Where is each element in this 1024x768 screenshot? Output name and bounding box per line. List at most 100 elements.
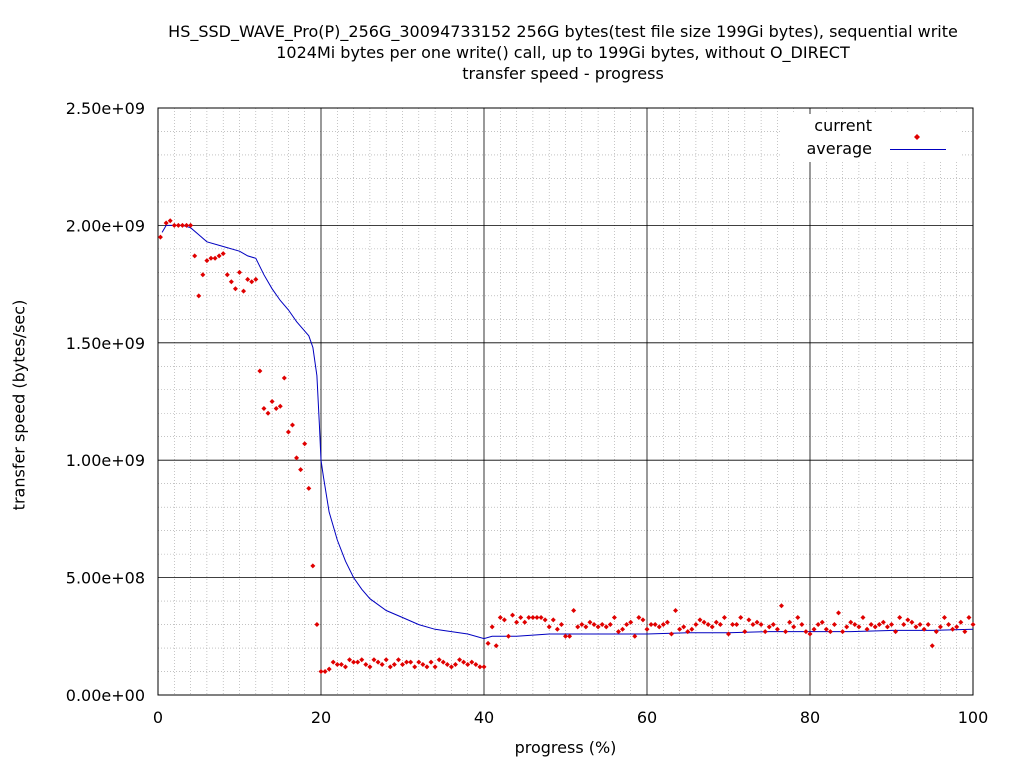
data-point-current: [917, 622, 923, 628]
data-point-current: [673, 607, 679, 613]
data-point-current: [171, 222, 177, 228]
data-point-current: [607, 622, 613, 628]
data-point-current: [326, 666, 332, 672]
data-point-current: [298, 467, 304, 473]
data-point-current: [884, 624, 890, 630]
data-point-current: [481, 664, 487, 670]
data-point-current: [807, 631, 813, 637]
data-point-current: [897, 615, 903, 621]
data-point-current: [603, 624, 609, 630]
data-point-current: [391, 661, 397, 667]
data-point-current: [950, 626, 956, 632]
data-point-current: [783, 629, 789, 635]
data-point-current: [379, 661, 385, 667]
data-point-current: [742, 629, 748, 635]
data-point-current: [827, 629, 833, 635]
data-point-current: [542, 617, 548, 623]
data-point-current: [660, 622, 666, 628]
data-point-current: [848, 619, 854, 625]
data-point-current: [501, 617, 507, 623]
data-point-current: [367, 664, 373, 670]
x-axis-label: progress (%): [514, 738, 617, 757]
data-point-current: [249, 279, 255, 285]
data-point-current: [192, 253, 198, 259]
series-line-average: [161, 224, 974, 640]
data-point-current: [558, 622, 564, 628]
data-point-current: [395, 657, 401, 663]
data-point-current: [245, 276, 251, 282]
x-tick-label: 60: [637, 708, 657, 727]
data-point-current: [966, 615, 972, 621]
data-point-current: [909, 619, 915, 625]
data-point-current: [905, 617, 911, 623]
data-point-current: [424, 664, 430, 670]
data-point-current: [265, 410, 271, 416]
data-point-current: [933, 629, 939, 635]
data-point-current: [795, 615, 801, 621]
data-point-current: [510, 612, 516, 618]
data-point-current: [514, 619, 520, 625]
data-point-current: [893, 629, 899, 635]
data-point-current: [489, 624, 495, 630]
data-point-current: [330, 659, 336, 665]
x-tick-label: 20: [311, 708, 331, 727]
data-point-current: [461, 659, 467, 665]
data-point-current: [355, 659, 361, 665]
data-point-current: [819, 619, 825, 625]
data-point-current: [375, 659, 381, 665]
data-point-current: [530, 615, 536, 621]
data-point-current: [204, 258, 210, 264]
data-point-current: [465, 661, 471, 667]
data-point-current: [444, 661, 450, 667]
x-tick-label: 100: [958, 708, 989, 727]
data-point-current: [383, 657, 389, 663]
data-point-current: [232, 286, 238, 292]
data-point-current: [257, 368, 263, 374]
data-point-current: [302, 441, 308, 447]
data-point-current: [269, 399, 275, 404]
data-point-current: [550, 617, 556, 623]
data-point-current: [261, 406, 267, 412]
data-point-current: [721, 615, 727, 621]
data-point-current: [281, 375, 287, 381]
data-point-current: [371, 657, 377, 663]
data-point-current: [522, 619, 528, 625]
data-point-current: [571, 607, 577, 613]
data-point-current: [840, 629, 846, 635]
data-point-current: [432, 664, 438, 670]
data-point-current: [811, 626, 817, 632]
data-point-current: [644, 626, 650, 632]
data-point-current: [163, 220, 169, 226]
data-point-current: [518, 615, 524, 621]
data-point-current: [648, 622, 654, 628]
data-point-current: [546, 624, 552, 630]
legend-marker-current: [914, 125, 920, 140]
data-point-current: [387, 664, 393, 670]
data-point-current: [677, 626, 683, 632]
data-point-current: [412, 664, 418, 670]
data-point-current: [241, 288, 247, 294]
y-tick-label: 2.00e+09: [66, 216, 145, 235]
data-point-current: [929, 643, 935, 649]
data-point-current: [844, 624, 850, 630]
data-point-current: [575, 624, 581, 630]
data-point-current: [599, 622, 605, 628]
data-point-current: [636, 615, 642, 621]
data-point-current: [440, 659, 446, 665]
data-point-current: [167, 218, 173, 224]
data-point-current: [799, 622, 805, 628]
data-point-current: [831, 622, 837, 628]
data-point-current: [758, 622, 764, 628]
data-point-current: [179, 222, 185, 228]
data-point-current: [452, 661, 458, 667]
data-point-current: [505, 633, 511, 639]
data-point-current: [448, 664, 454, 670]
data-point-current: [889, 622, 894, 628]
data-point-current: [864, 626, 870, 632]
data-point-current: [457, 657, 463, 663]
data-point-current: [347, 657, 353, 663]
data-point-current: [656, 624, 662, 630]
data-point-current: [787, 619, 793, 625]
data-point-current: [815, 622, 821, 628]
